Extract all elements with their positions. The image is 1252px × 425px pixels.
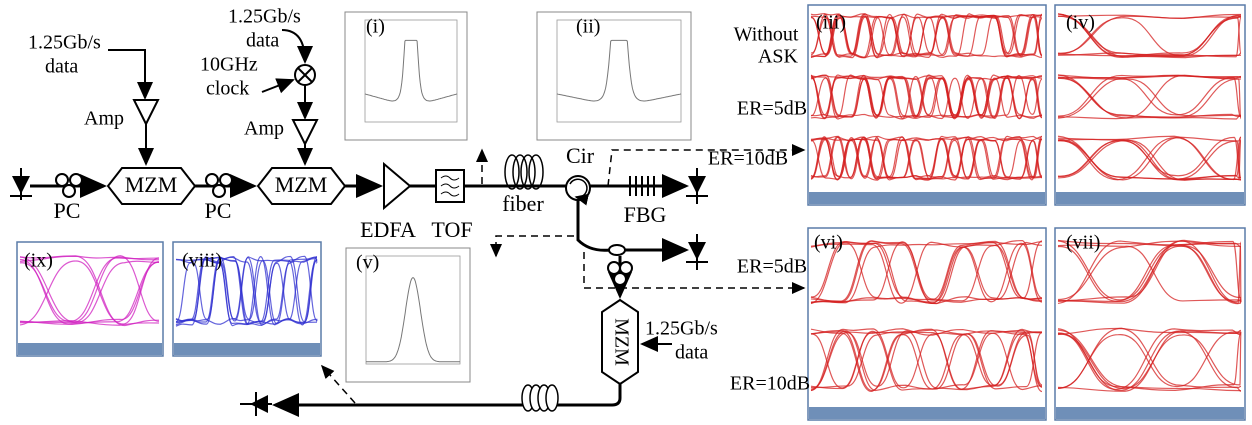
scope-status-bar — [809, 407, 1045, 419]
panel-label: (i) — [366, 16, 385, 38]
amplifier — [384, 164, 410, 208]
spectrum-frame — [345, 12, 467, 140]
source-label: data — [675, 342, 708, 364]
source-label: data — [246, 30, 279, 52]
source-label: data — [45, 56, 78, 78]
component-label: EDFA — [360, 217, 416, 242]
component-label: Amp — [244, 118, 284, 140]
polarization-controller — [608, 262, 632, 285]
component-label: PC — [54, 198, 81, 223]
amplifier — [134, 100, 158, 124]
fiber-spool — [505, 155, 543, 189]
drive-arrow — [282, 30, 305, 62]
annotation: ASK — [758, 46, 799, 68]
component-label: MZM — [275, 172, 328, 197]
panel-label: (iii) — [816, 12, 846, 34]
source-label: 1.25Gb/s — [228, 6, 301, 28]
panel-label: (viii) — [182, 250, 222, 272]
component-label: FBG — [624, 202, 667, 227]
spectrum-frame — [537, 12, 691, 140]
component-label: PC — [205, 198, 232, 223]
annotation: ER=10dB — [730, 373, 810, 395]
fiber-link — [275, 384, 620, 405]
monitor-arrow — [496, 236, 574, 256]
fiber-link — [578, 200, 610, 250]
scope-frame — [808, 228, 1046, 420]
drive-arrow — [108, 50, 145, 98]
component-label: Cir — [566, 143, 595, 168]
component-label: MZM — [125, 172, 178, 197]
source-label: 1.25Gb/s — [28, 32, 101, 54]
panel-label: (iv) — [1066, 12, 1095, 34]
scope-status-bar — [18, 343, 162, 355]
scope-status-bar — [1056, 407, 1244, 419]
scope-frame — [1055, 228, 1245, 420]
component-label: MZM — [610, 318, 632, 366]
component-label: TOF — [431, 217, 472, 242]
drive-arrow — [262, 80, 293, 92]
setup-diagram: 1.25Gb/s data 1.25Gb/s data 10GHz clock … — [0, 0, 1252, 425]
source-label: clock — [206, 78, 249, 100]
annotation: Without — [734, 24, 799, 46]
panel-label: (v) — [356, 252, 379, 274]
panel-label: (ii) — [576, 16, 600, 38]
scope-status-bar — [1056, 192, 1244, 204]
amplifier — [293, 120, 317, 144]
coupler — [609, 245, 625, 255]
annotation: ER=5dB — [737, 98, 807, 120]
annotation: ER=10dB — [708, 148, 788, 170]
source-label: 10GHz — [200, 54, 258, 76]
fiber-spool — [522, 385, 558, 411]
scope-status-bar — [174, 343, 320, 355]
panel-label: (vi) — [814, 232, 843, 254]
component-label: Amp — [84, 108, 124, 130]
source-label: 1.25Gb/s — [645, 318, 718, 340]
panel-label: (vii) — [1066, 232, 1100, 254]
annotation: ER=5dB — [737, 256, 807, 278]
scope-status-bar — [809, 192, 1045, 204]
component-label: fiber — [502, 191, 544, 216]
panel-label: (ix) — [24, 250, 53, 272]
